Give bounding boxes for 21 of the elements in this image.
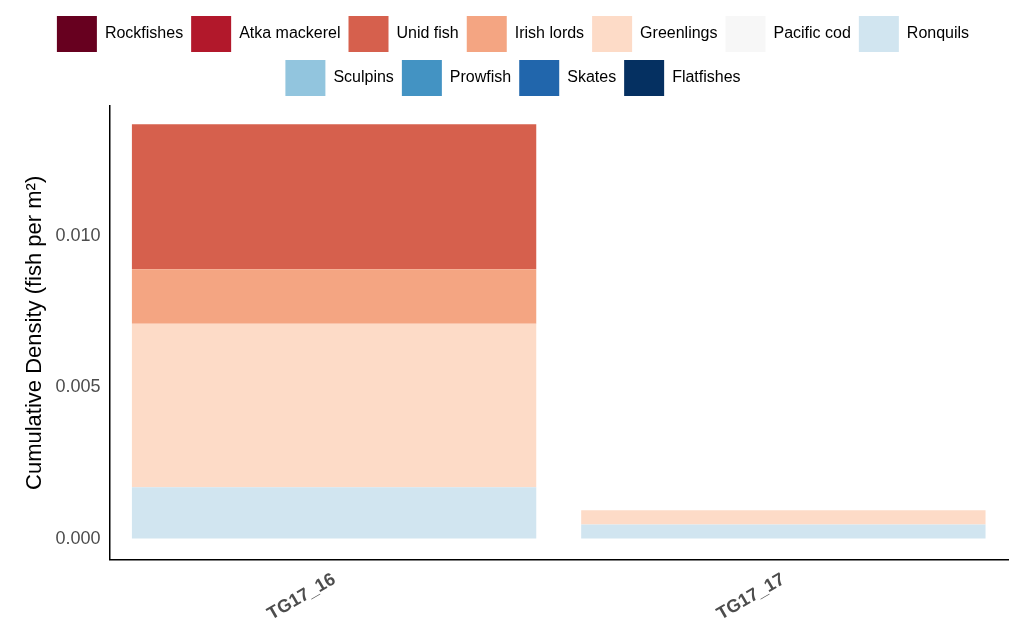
y-axis-title: Cumulative Density (fish per m²) (21, 175, 47, 490)
bar (131, 269, 537, 324)
bar (581, 510, 986, 525)
bar (581, 524, 986, 539)
y-tick-label: 0.000 (55, 527, 101, 548)
y-tick-label: 0.005 (55, 376, 101, 397)
bar (131, 487, 537, 539)
legend-label: Sculpins (333, 68, 394, 86)
legend-label: Unid fish (396, 24, 459, 42)
legend-label: Skates (567, 68, 617, 86)
legend-label: Rockfishes (104, 24, 184, 42)
bar (131, 323, 537, 488)
legend-label: Prowfish (449, 68, 512, 86)
legend-label: Atka mackerel (239, 24, 341, 42)
legend-label: Ronquils (906, 24, 970, 42)
legend-label: Pacific cod (773, 24, 851, 42)
legend-label: Greenlings (640, 24, 718, 42)
y-tick-label: 0.010 (55, 225, 101, 246)
bar (131, 124, 537, 270)
legend-label: Flatfishes (672, 68, 741, 86)
legend-label: Irish lords (514, 24, 585, 42)
